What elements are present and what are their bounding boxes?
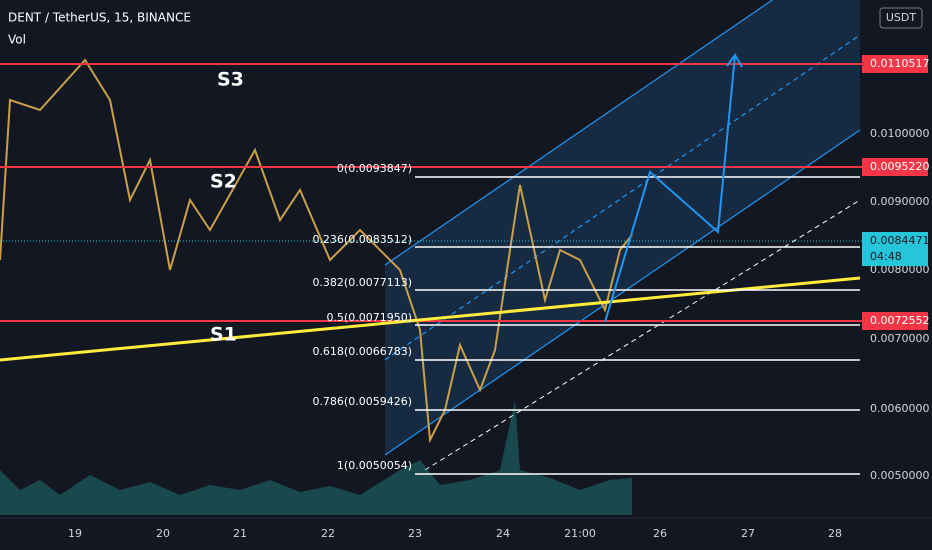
current-price: 0.0084471 [870,234,930,247]
level-tag [862,158,928,176]
level-tag-text: 0.0095220 [870,160,930,173]
fib-label: 1(0.0050054) [337,459,412,472]
symbol: DENT / TetherUS, 15, BINANCE [8,11,191,25]
time-label: 19 [68,527,82,540]
dashed-trend [424,199,861,471]
time-label: 27 [741,527,755,540]
fib-label: 0.236(0.0083512) [312,233,412,246]
level-tag-text: 0.0110517 [870,57,930,70]
countdown: 04:48 [870,250,902,263]
level-tag [862,312,928,330]
fib-label: 0(0.0093847) [337,162,412,175]
level-tag [862,55,928,73]
time-label: 21 [233,527,247,540]
indicator: Vol [8,33,26,47]
price-path [0,58,633,444]
price-label: 0.0080000 [870,263,930,276]
annotation: S1 [210,324,237,346]
price-label: 0.0090000 [870,195,930,208]
level-tag-text: 0.0072552 [870,314,930,327]
time-label: 20 [156,527,170,540]
fib-label: 0.786(0.0059426) [312,395,412,408]
trend-line [0,276,861,362]
annotation: S2 [210,171,237,193]
channel-fill [385,0,860,455]
currency[interactable]: USDT [886,11,917,24]
channel-bottom [384,129,861,456]
time-label: 22 [321,527,335,540]
price-label: 0.0050000 [870,469,930,482]
arrow-head [726,53,743,68]
volume [0,400,632,515]
channel-mid [384,34,861,361]
fib-label: 0.5(0.0071950) [326,311,412,324]
current-price-tag [862,232,928,266]
time-label: 24 [496,527,510,540]
fib-label: 0.618(0.0066783) [312,345,412,358]
currency-button[interactable] [879,7,923,29]
annotation: S3 [217,69,244,91]
time-label: 26 [653,527,667,540]
time-label: 28 [828,527,842,540]
price-label: 0.0100000 [870,127,930,140]
fib-label: 0.382(0.0077113) [312,276,412,289]
channel-top [384,0,774,266]
projection-arrow [604,54,736,323]
price-label: 0.0070000 [870,332,930,345]
price-label: 0.0060000 [870,402,930,415]
time-label: 23 [408,527,422,540]
time-label: 21:00 [564,527,596,540]
